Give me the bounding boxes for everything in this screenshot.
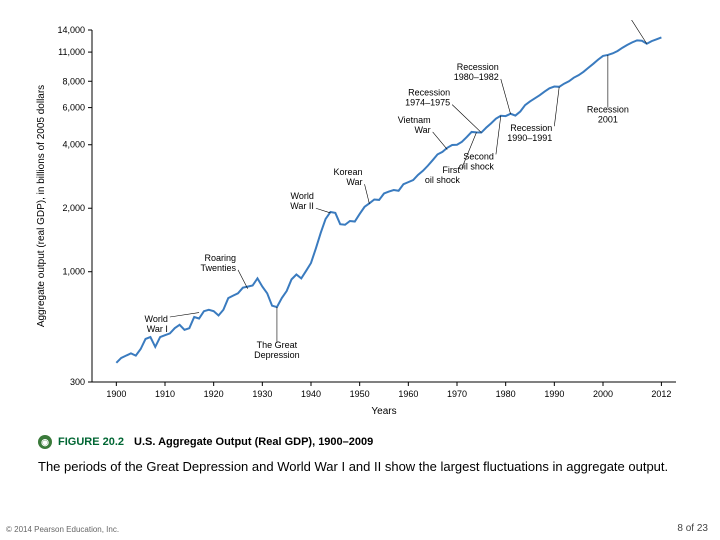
svg-text:1970: 1970: [447, 389, 467, 399]
svg-text:300: 300: [70, 377, 85, 387]
svg-text:1920: 1920: [204, 389, 224, 399]
svg-text:1990–1991: 1990–1991: [507, 133, 552, 143]
svg-text:1974–1975: 1974–1975: [405, 98, 450, 108]
svg-text:8,000: 8,000: [62, 76, 85, 86]
svg-text:6,000: 6,000: [62, 103, 85, 113]
svg-text:1980: 1980: [496, 389, 516, 399]
svg-text:2001: 2001: [598, 115, 618, 125]
svg-text:1940: 1940: [301, 389, 321, 399]
figure-title: U.S. Aggregate Output (Real GDP), 1900–2…: [134, 436, 373, 448]
svg-text:4,000: 4,000: [62, 140, 85, 150]
svg-text:War: War: [346, 177, 362, 187]
svg-text:World: World: [145, 314, 168, 324]
svg-text:1,000: 1,000: [62, 267, 85, 277]
svg-text:oil shock: oil shock: [425, 175, 461, 185]
svg-text:Recession: Recession: [510, 123, 552, 133]
figure-caption: ◉ FIGURE 20.2 U.S. Aggregate Output (Rea…: [38, 435, 373, 449]
svg-text:World: World: [291, 191, 314, 201]
chart-svg: 300 1,000 2,000 4,000 6,000 8,000 11,000 14,000…: [30, 20, 690, 420]
svg-text:1960: 1960: [398, 389, 418, 399]
svg-text:1930: 1930: [252, 389, 272, 399]
svg-text:2000: 2000: [593, 389, 613, 399]
svg-text:1980–1982: 1980–1982: [454, 72, 499, 82]
copyright-text: © 2014 Pearson Education, Inc.: [6, 525, 119, 534]
gdp-chart: 300 1,000 2,000 4,000 6,000 8,000 11,000 14,000…: [30, 20, 690, 420]
svg-text:2012: 2012: [651, 389, 671, 399]
svg-text:oil shock: oil shock: [459, 161, 495, 171]
svg-text:Recession: Recession: [408, 88, 450, 98]
svg-text:First: First: [442, 165, 460, 175]
svg-text:Depression: Depression: [254, 350, 300, 360]
svg-text:War I: War I: [147, 324, 168, 334]
svg-text:14,000: 14,000: [57, 25, 85, 35]
svg-text:11,000: 11,000: [58, 47, 85, 57]
svg-text:1990: 1990: [544, 389, 564, 399]
svg-text:Roaring: Roaring: [204, 253, 236, 263]
svg-text:1900: 1900: [106, 389, 126, 399]
figure-description: The periods of the Great Depression and …: [38, 458, 700, 476]
svg-text:1950: 1950: [350, 389, 370, 399]
svg-text:Korean: Korean: [334, 167, 363, 177]
svg-text:Recession: Recession: [587, 105, 629, 115]
svg-text:War II: War II: [290, 201, 314, 211]
svg-text:Vietnam: Vietnam: [398, 115, 431, 125]
svg-text:Years: Years: [371, 406, 396, 417]
figure-label: FIGURE 20.2: [58, 436, 124, 448]
page-number: 8 of 23: [677, 523, 708, 534]
svg-text:Aggregate output (real GDP), i: Aggregate output (real GDP), in billions…: [36, 85, 47, 327]
eye-icon: ◉: [38, 435, 52, 449]
svg-text:War: War: [414, 125, 430, 135]
svg-text:Twenties: Twenties: [200, 263, 236, 273]
svg-text:Recession: Recession: [457, 62, 499, 72]
svg-text:2,000: 2,000: [62, 203, 85, 213]
svg-text:The Great: The Great: [257, 340, 298, 350]
svg-text:1910: 1910: [155, 389, 175, 399]
svg-text:Second: Second: [463, 151, 494, 161]
